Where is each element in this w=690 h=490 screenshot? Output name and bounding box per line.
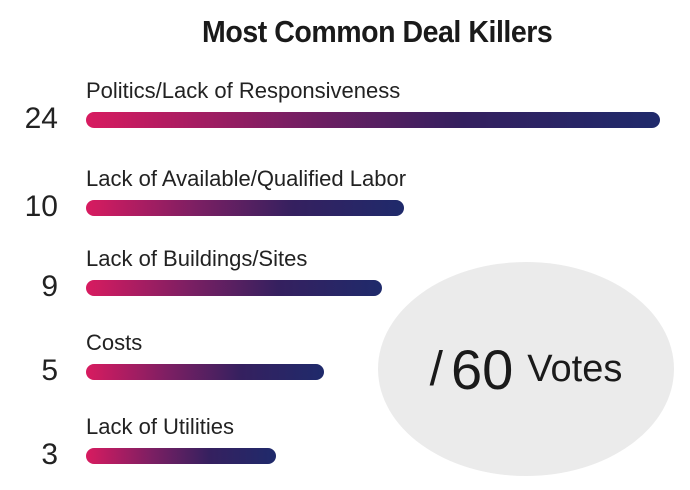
bar	[86, 448, 276, 464]
bar	[86, 280, 382, 296]
chart-title: Most Common Deal Killers	[202, 14, 553, 49]
bar-category-label: Costs	[86, 330, 143, 355]
total-votes-number: 60	[450, 337, 514, 401]
bar-category-label: Lack of Available/Qualified Labor	[86, 166, 407, 191]
total-votes-badge	[378, 262, 674, 476]
bar	[86, 200, 404, 216]
bar-value-label: 9	[41, 270, 58, 303]
bar-category-label: Politics/Lack of Responsiveness	[86, 78, 401, 103]
bar-value-label: 3	[41, 438, 58, 471]
bar	[86, 112, 660, 128]
bar-category-label: Lack of Utilities	[86, 414, 234, 439]
bar-value-label: 24	[24, 102, 58, 135]
bar	[86, 364, 324, 380]
bar-value-label: 10	[24, 190, 58, 223]
total-votes-unit: Votes	[527, 347, 623, 390]
total-slash: /	[429, 342, 443, 396]
bar-value-label: 5	[41, 354, 58, 387]
bar-category-label: Lack of Buildings/Sites	[86, 246, 308, 271]
total-votes-text: / 60 Votes	[378, 262, 674, 476]
